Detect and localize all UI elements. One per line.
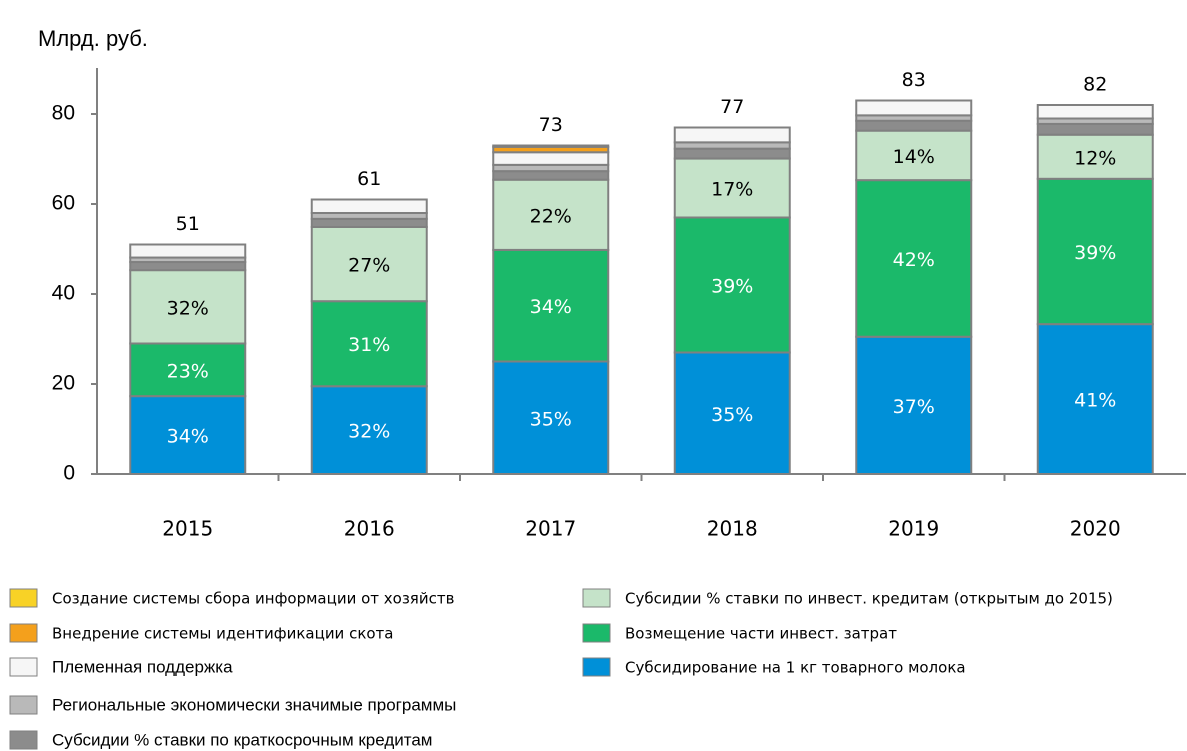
share-label: 39% (1074, 242, 1116, 264)
share-label: 35% (711, 404, 753, 426)
bar-segment (492, 170, 610, 181)
total-label: 73 (539, 114, 563, 136)
legend-swatch (9, 730, 38, 750)
bar-segment (310, 217, 428, 228)
y-tick-label: 40 (52, 282, 75, 305)
bar-segment (492, 248, 610, 363)
share-label: 12% (1074, 147, 1116, 169)
bar-segment (492, 360, 610, 475)
bar-segment (673, 126, 791, 144)
total-label: 82 (1083, 74, 1107, 96)
x-tick-label: 2015 (162, 517, 213, 541)
share-label: 35% (530, 408, 572, 430)
y-tick-label: 0 (63, 462, 75, 485)
legend-label: Субсидирование на 1 кг товарного молока (625, 659, 966, 677)
bar-segment (310, 225, 428, 303)
bar-segment (855, 119, 973, 132)
total-label: 83 (902, 69, 926, 91)
legend-swatch (582, 588, 611, 608)
bar-segment (1036, 122, 1154, 136)
legend-label: Региональные экономически значимые прогр… (52, 695, 456, 714)
bar-segment (310, 385, 428, 475)
bar-segment (673, 216, 791, 354)
y-tick-label: 20 (52, 372, 75, 395)
legend-label: Племенная поддержка (52, 657, 233, 676)
bar-segment (129, 261, 247, 272)
share-label: 27% (348, 255, 390, 277)
share-label: 34% (530, 296, 572, 318)
bar-segment (129, 243, 247, 259)
bar-segment (129, 269, 247, 345)
share-label: 14% (893, 146, 935, 168)
legend-label: Субсидии % ставки по инвест. кредитам (о… (625, 590, 1113, 608)
share-label: 32% (348, 421, 390, 443)
bar-segment (129, 342, 247, 398)
bar-segment (855, 129, 973, 182)
x-tick-label: 2018 (707, 517, 758, 541)
bar-segment (1036, 104, 1154, 120)
total-label: 77 (720, 96, 744, 118)
y-tick-label: 80 (52, 102, 75, 125)
bar-segment (855, 99, 973, 117)
share-label: 34% (167, 426, 209, 448)
legend-label: Внедрение системы идентификации скота (52, 625, 394, 643)
legend-swatch (582, 623, 611, 643)
x-tick-label: 2016 (344, 517, 395, 541)
bar-segment (673, 351, 791, 475)
legend-swatch (9, 695, 38, 715)
share-label: 22% (530, 205, 572, 227)
y-tick-label: 60 (52, 192, 75, 215)
legend-label: Возмещение части инвест. затрат (625, 625, 897, 643)
share-label: 37% (893, 396, 935, 418)
legend-swatch (9, 588, 38, 608)
bar-segment (492, 144, 610, 148)
bar-segment (1036, 323, 1154, 475)
x-tick-label: 2017 (525, 517, 576, 541)
bar-segment (310, 300, 428, 388)
bar-segment (492, 178, 610, 251)
share-label: 17% (711, 179, 753, 201)
share-label: 42% (893, 249, 935, 271)
bar-segment (492, 151, 610, 166)
share-label: 39% (711, 276, 753, 298)
legend-swatch (9, 657, 38, 677)
total-label: 51 (176, 213, 200, 235)
bar-segment (855, 335, 973, 475)
x-tick-label: 2019 (888, 517, 939, 541)
total-label: 61 (357, 168, 381, 190)
share-label: 31% (348, 334, 390, 356)
bar-segment (1036, 133, 1154, 180)
legend-swatch (582, 657, 611, 677)
share-label: 41% (1074, 390, 1116, 412)
share-label: 32% (167, 297, 209, 319)
x-tick-label: 2020 (1070, 517, 1121, 541)
bar-segment (129, 395, 247, 475)
legend-swatch (9, 623, 38, 643)
share-label: 23% (167, 360, 209, 382)
bar-segment (855, 179, 973, 338)
bar-segment (1036, 177, 1154, 326)
legend-label: Создание системы сбора информации от хоз… (52, 590, 454, 608)
chart-title: Млрд. руб. (38, 26, 148, 51)
legend-label: Субсидии % ставки по краткосрочным креди… (52, 730, 432, 749)
bar-segment (673, 147, 791, 160)
bar-segment (310, 198, 428, 214)
